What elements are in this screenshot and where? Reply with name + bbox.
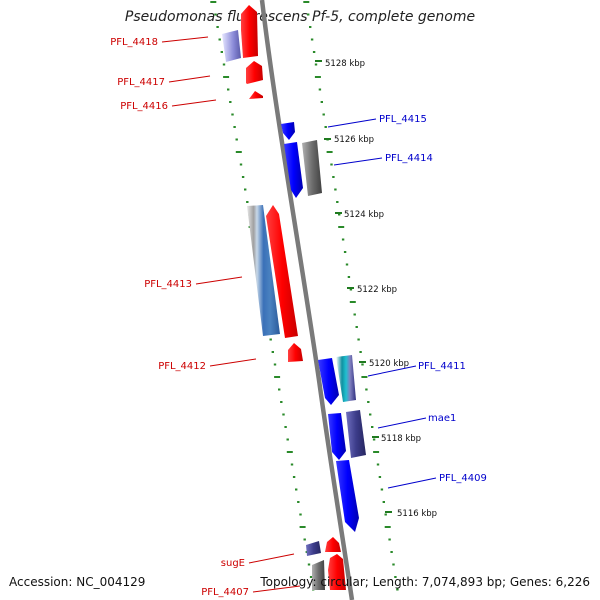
feature-mae1-homolog [346, 410, 366, 458]
topology-text: Topology: circular; Length: 7,074,893 bp… [260, 575, 590, 589]
feature-pfl-4417 [246, 61, 263, 84]
gene-label-pfl-4407: PFL_4407 [201, 587, 249, 598]
scale-label-5124: 5124 kbp [344, 210, 384, 220]
leader-pfl-4415 [327, 118, 377, 128]
feature-pfl-4416 [249, 91, 263, 99]
gene-label-mae1: mae1 [428, 413, 456, 424]
feature-pfl-4414-homolog [302, 140, 322, 196]
feature-pfl-4407 [328, 554, 346, 590]
feature-pfl-4411 [318, 358, 339, 405]
leader-pfl-4411 [367, 365, 417, 377]
leader-pfl-4418 [161, 36, 209, 43]
map-title: Pseudomonas fluorescens Pf-5, complete g… [124, 9, 476, 25]
accession-text: Accession: NC_004129 [9, 575, 146, 589]
leader-pfl-4407 [252, 585, 301, 593]
feature-pfl-4413-homolog [247, 205, 280, 336]
feature-suge-homolog [306, 541, 321, 556]
leader-pfl-4409 [387, 477, 437, 489]
gene-label-pfl-4412: PFL_4412 [158, 361, 206, 372]
leader-pfl-4417 [168, 75, 211, 83]
feature-pfl-4414 [284, 142, 303, 198]
gene-label-pfl-4417: PFL_4417 [117, 77, 165, 88]
leader-pfl-4412 [209, 358, 257, 367]
feature-pfl-4415 [281, 122, 295, 140]
leader-mae1 [377, 417, 427, 429]
gene-label-suge: sugE [221, 558, 245, 569]
scale-label-5126: 5126 kbp [334, 135, 374, 145]
scale-label-5128: 5128 kbp [325, 59, 365, 69]
feature-mae1 [328, 413, 346, 460]
feature-pfl-4418 [241, 5, 258, 58]
leader-pfl-4414 [333, 157, 383, 166]
feature-pfl-4418-homolog [222, 30, 241, 62]
reverse-features [222, 5, 346, 590]
gene-labels: PFL_4418 PFL_4417 PFL_4416 PFL_4413 PFL_… [110, 37, 487, 598]
scale-label-5122: 5122 kbp [357, 285, 397, 295]
scale-label-5118: 5118 kbp [381, 434, 421, 444]
feature-suge [325, 537, 341, 552]
gene-label-pfl-4414: PFL_4414 [385, 153, 433, 164]
scale-label-5116: 5116 kbp [397, 509, 437, 519]
leader-pfl-4413 [195, 276, 243, 285]
feature-pfl-4412 [288, 343, 303, 362]
label-leaders [161, 36, 437, 593]
leader-pfl-4416 [171, 99, 217, 107]
scale-label-5120: 5120 kbp [369, 359, 409, 369]
feature-pfl-4413 [266, 205, 298, 338]
forward-features [281, 122, 366, 532]
gene-label-pfl-4411: PFL_4411 [418, 361, 466, 372]
gene-label-pfl-4416: PFL_4416 [120, 101, 168, 112]
right-tick-track [303, 1, 399, 591]
scale-labels: 5128 kbp 5126 kbp 5124 kbp 5122 kbp 5120… [315, 59, 437, 519]
leader-suge [248, 553, 295, 564]
feature-pfl-4409 [336, 460, 359, 532]
gene-label-pfl-4418: PFL_4418 [110, 37, 158, 48]
feature-pfl-4411-homolog [336, 355, 356, 402]
gene-label-pfl-4413: PFL_4413 [144, 279, 192, 290]
sequence-backbone [259, 0, 355, 600]
feature-pfl-4407-homolog [312, 560, 325, 590]
gene-label-pfl-4415: PFL_4415 [379, 114, 427, 125]
gene-label-pfl-4409: PFL_4409 [439, 473, 487, 484]
